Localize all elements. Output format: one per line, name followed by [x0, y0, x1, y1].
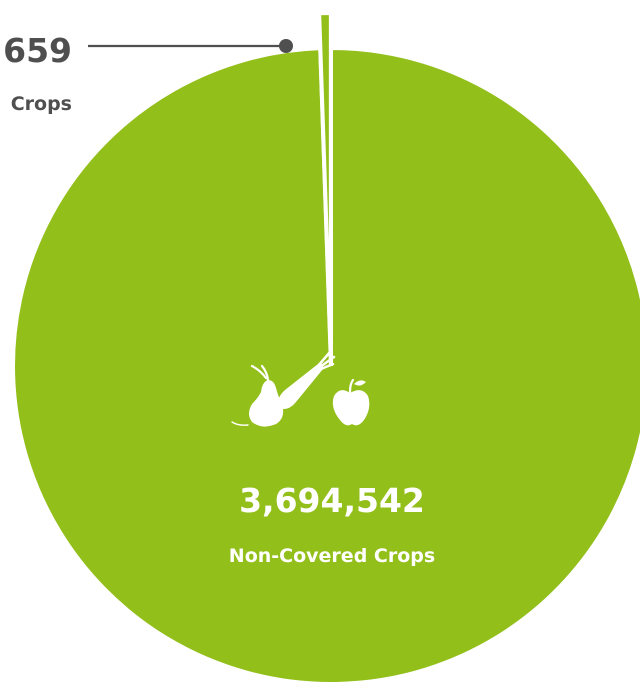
crops-category-label: Crops: [11, 93, 72, 115]
pear-icon: [231, 364, 284, 427]
non-covered-crops-value-label: 3,694,542: [239, 481, 425, 520]
non-covered-crops-category-label: Non-Covered Crops: [229, 545, 435, 567]
crops-value-label: 659: [3, 31, 72, 70]
apple-icon: [332, 378, 370, 426]
carrot-icon: [277, 350, 336, 410]
leader-dot: [279, 39, 293, 53]
pie-slice-crops: [317, 11, 333, 359]
